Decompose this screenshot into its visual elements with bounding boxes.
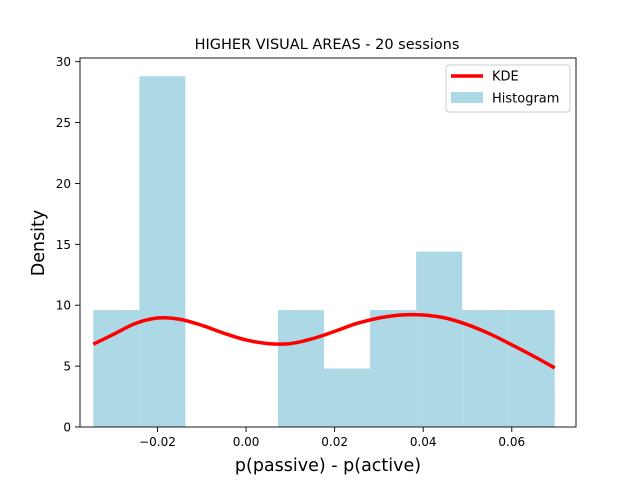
x-tick-label: 0.06	[498, 435, 525, 449]
legend: KDE Histogram	[445, 64, 571, 113]
histogram-bars	[93, 76, 555, 427]
kde-curve	[92, 312, 556, 370]
histogram-bar	[324, 368, 371, 427]
y-axis-ticks: 0 5 10 15 20 25 30	[56, 55, 80, 435]
y-tick-label: 25	[56, 116, 71, 130]
x-axis-label: p(passive) - p(active)	[235, 456, 421, 476]
legend-histogram-label: Histogram	[492, 92, 559, 107]
histogram-bar	[139, 76, 186, 427]
x-tick-label: 0.00	[233, 435, 260, 449]
legend-kde-label: KDE	[492, 70, 519, 85]
y-tick-label: 5	[63, 360, 71, 374]
kde-layer	[92, 312, 556, 370]
histogram-bar	[462, 310, 509, 427]
x-tick-label: −0.02	[139, 435, 176, 449]
y-tick-label: 0	[63, 421, 71, 435]
y-tick-label: 10	[56, 299, 71, 313]
y-axis-label: Density	[29, 210, 49, 277]
y-tick-label: 15	[56, 238, 71, 252]
legend-histogram-swatch	[451, 92, 483, 103]
x-tick-label: 0.02	[321, 435, 348, 449]
y-tick-label: 20	[56, 177, 71, 191]
histogram-bar	[416, 251, 463, 427]
chart-title: HIGHER VISUAL AREAS - 20 sessions	[195, 37, 460, 53]
plot-frame	[79, 57, 577, 428]
x-axis-ticks: −0.02 0.00 0.02 0.04 0.06	[139, 427, 525, 449]
histogram-bar	[277, 310, 325, 427]
histogram-bar	[93, 310, 140, 427]
x-tick-label: 0.04	[410, 435, 437, 449]
y-tick-label: 30	[56, 55, 71, 69]
histogram-bar	[508, 310, 555, 427]
histogram-bar	[370, 310, 417, 427]
